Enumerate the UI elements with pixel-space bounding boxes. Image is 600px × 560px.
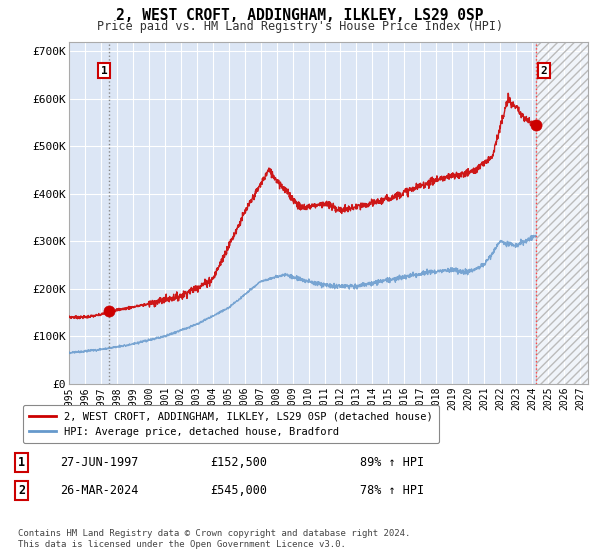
Text: £545,000: £545,000: [210, 484, 267, 497]
Text: 2: 2: [541, 66, 547, 76]
Text: 89% ↑ HPI: 89% ↑ HPI: [360, 456, 424, 469]
Legend: 2, WEST CROFT, ADDINGHAM, ILKLEY, LS29 0SP (detached house), HPI: Average price,: 2, WEST CROFT, ADDINGHAM, ILKLEY, LS29 0…: [23, 405, 439, 443]
Text: Contains HM Land Registry data © Crown copyright and database right 2024.
This d: Contains HM Land Registry data © Crown c…: [18, 529, 410, 549]
Bar: [536, 42, 588, 384]
Text: 1: 1: [18, 456, 25, 469]
Text: 2, WEST CROFT, ADDINGHAM, ILKLEY, LS29 0SP: 2, WEST CROFT, ADDINGHAM, ILKLEY, LS29 0…: [116, 8, 484, 24]
Bar: [536, 42, 588, 384]
Text: 78% ↑ HPI: 78% ↑ HPI: [360, 484, 424, 497]
Text: Price paid vs. HM Land Registry's House Price Index (HPI): Price paid vs. HM Land Registry's House …: [97, 20, 503, 32]
Text: 1: 1: [101, 66, 107, 76]
Text: 2: 2: [18, 484, 25, 497]
Text: £152,500: £152,500: [210, 456, 267, 469]
Text: 26-MAR-2024: 26-MAR-2024: [60, 484, 139, 497]
Text: 27-JUN-1997: 27-JUN-1997: [60, 456, 139, 469]
